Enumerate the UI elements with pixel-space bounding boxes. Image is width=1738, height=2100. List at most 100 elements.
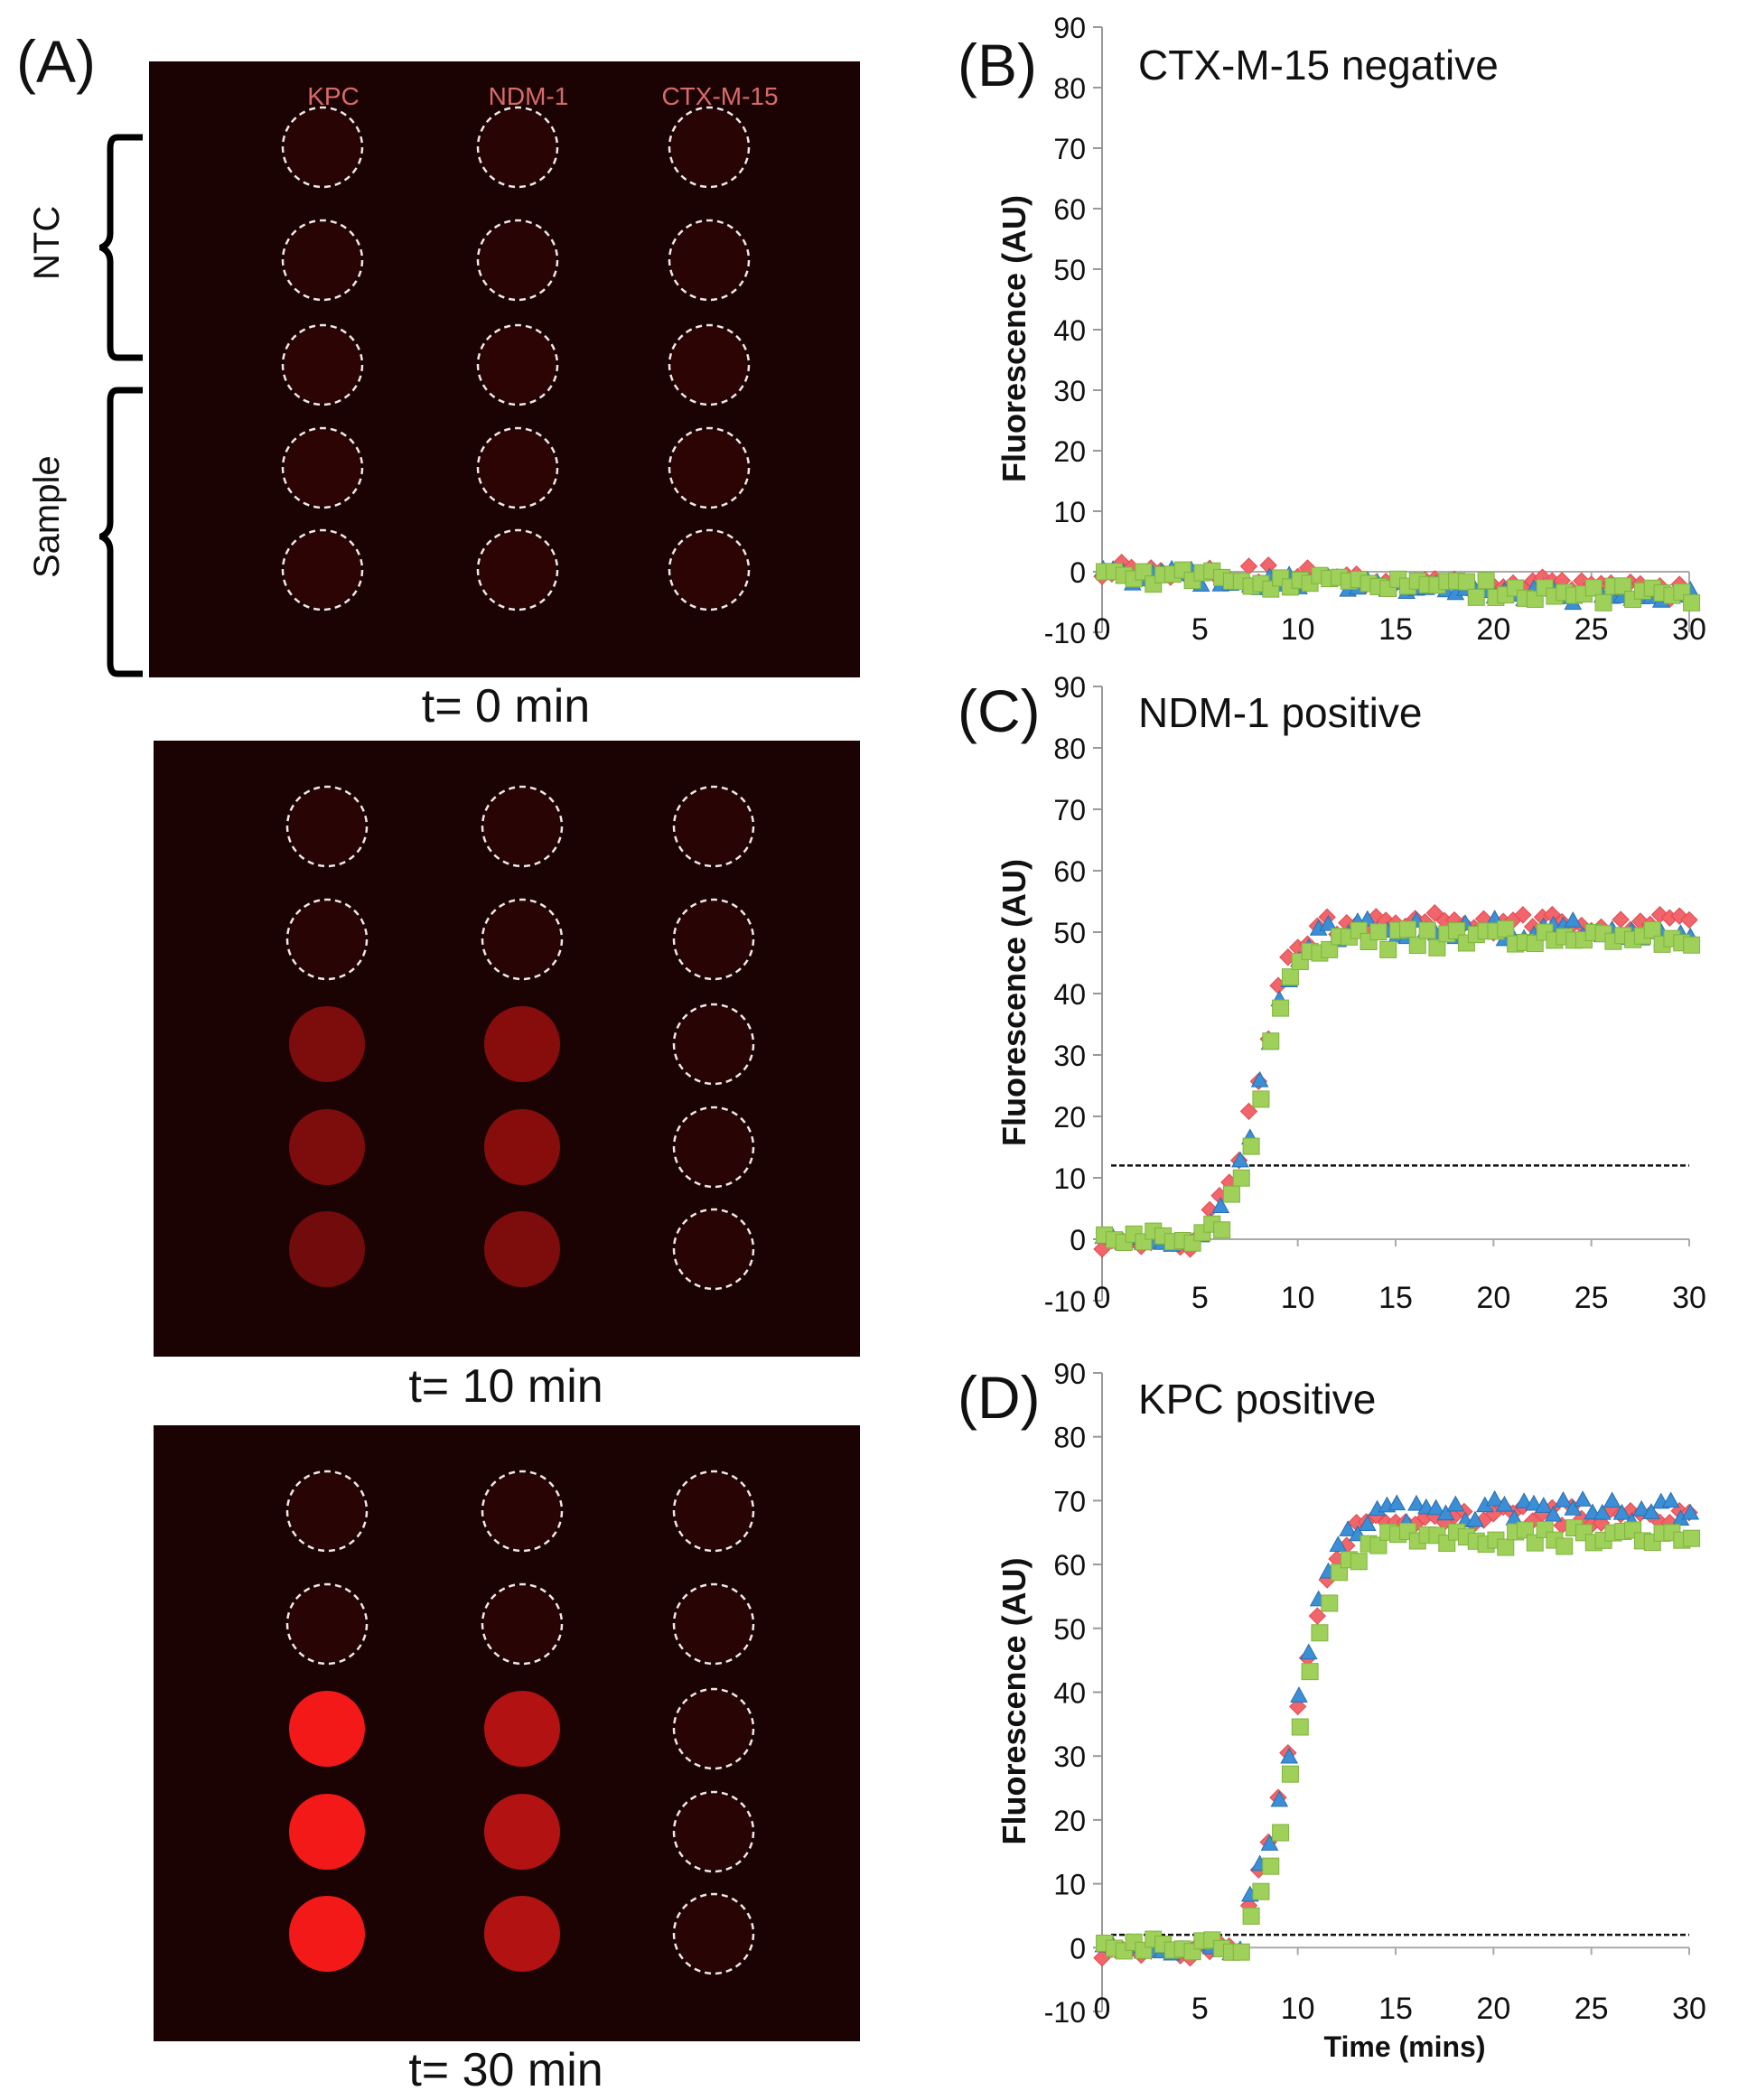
spot-outline-r4-c1 [476, 528, 559, 611]
spot-r0-c2 [676, 1473, 752, 1549]
y-tick-label: 40 [1053, 1677, 1086, 1710]
spot-r1-c2 [676, 1586, 752, 1662]
data-point [1497, 1538, 1515, 1556]
data-point [1321, 1594, 1339, 1612]
y-tick-label: 30 [1053, 375, 1086, 407]
image-panel-t30 [154, 1425, 860, 2041]
time-caption-t10: t= 10 min [408, 1360, 603, 1413]
spot-r0-c2 [676, 789, 752, 864]
data-point [1281, 1765, 1299, 1783]
series-2 [1096, 561, 1701, 611]
data-point [1514, 906, 1532, 924]
data-point [1497, 919, 1515, 938]
y-tick-label: 60 [1053, 193, 1086, 226]
data-point [1683, 936, 1701, 954]
spot-outline-r0-c0 [285, 785, 369, 868]
data-point [1612, 1503, 1631, 1520]
data-point [1428, 938, 1446, 957]
y-tick-label: 40 [1053, 978, 1086, 1011]
x-axis-label: Time (mins) [1324, 2030, 1486, 2063]
spot-r3-c1 [484, 1109, 560, 1185]
spot-outline-r1-c2 [672, 898, 755, 981]
panel-letter: (D) [958, 1364, 1041, 1431]
spot-outline-r2-c0 [281, 323, 364, 406]
spot-outline-r3-c2 [672, 1106, 755, 1189]
panel-letter: (B) [958, 32, 1037, 98]
spot-outline-r0-c2 [672, 785, 755, 868]
y-tick-label: 90 [1053, 1358, 1086, 1390]
time-caption-t30: t= 30 min [408, 2044, 603, 2096]
spot-outline-r0-c2 [668, 106, 751, 189]
data-point [1301, 1663, 1319, 1681]
data-point [1252, 1882, 1270, 1900]
y-tick-label: 90 [1053, 671, 1086, 704]
spot-outline-r2-c2 [668, 323, 751, 406]
spot-r1-c0 [289, 901, 365, 977]
data-point [1544, 1505, 1563, 1522]
y-tick-label: 20 [1053, 1101, 1086, 1134]
data-point [1446, 1495, 1465, 1512]
data-point [1281, 968, 1299, 986]
y-tick-label: 80 [1053, 72, 1086, 105]
image-panel-t0: KPC NDM-1 CTX-M-15 [149, 61, 860, 677]
series-1 [1094, 910, 1700, 1252]
y-tick-label: 40 [1053, 314, 1086, 347]
data-point [1683, 1529, 1701, 1547]
spot-outline-r1-c1 [481, 898, 564, 981]
spot-r2-c2 [676, 1006, 752, 1082]
spot-outline-r3-c0 [281, 426, 364, 509]
data-point [1594, 593, 1612, 611]
x-tick-label: 10 [1281, 612, 1315, 647]
data-point [1260, 1834, 1279, 1851]
x-tick-label: 30 [1672, 1281, 1706, 1315]
y-axis-label: Fluorescence (AU) [995, 195, 1033, 482]
data-point [1515, 1492, 1533, 1508]
spot-r1-c1 [484, 1586, 560, 1662]
spot-r4-c1 [480, 532, 556, 608]
y-tick-label: -10 [1044, 1285, 1086, 1318]
column-label-2: CTX-M-15 [661, 82, 778, 110]
x-tick-label: 20 [1476, 612, 1510, 647]
data-point [1516, 1521, 1534, 1539]
spot-r1-c1 [484, 901, 560, 977]
spot-r1-c2 [676, 901, 752, 977]
y-tick-label: 60 [1053, 1549, 1086, 1582]
y-tick-label: 0 [1070, 1932, 1086, 1965]
spot-r3-c1 [480, 430, 556, 506]
spot-r4-c0 [285, 532, 360, 608]
data-point [1495, 1495, 1514, 1512]
x-tick-label: 20 [1476, 1992, 1510, 2026]
data-point [1222, 1185, 1240, 1203]
y-tick-label: 90 [1053, 12, 1086, 44]
data-point [1525, 1494, 1543, 1511]
y-tick-label: 60 [1053, 855, 1086, 888]
x-tick-label: 25 [1574, 1281, 1609, 1315]
sample-bracket [99, 387, 143, 677]
data-point [1643, 921, 1661, 939]
series-2 [1096, 919, 1701, 1252]
chart-c: (C) NDM-1 positive -10 0 10 20 30 40 50 60 70 80 90 0… [958, 668, 1738, 1355]
spot-r4-c0 [289, 1211, 365, 1287]
sample-group-label: Sample [27, 455, 67, 578]
column-label-1: NDM-1 [489, 82, 569, 110]
data-point [1584, 579, 1603, 597]
data-point [1467, 588, 1485, 606]
data-point [1321, 940, 1339, 958]
data-point [1311, 1624, 1329, 1642]
y-tick-label: 10 [1053, 1162, 1086, 1195]
data-point [1252, 1090, 1270, 1108]
spot-outline-r2-c2 [672, 1003, 755, 1086]
y-tick-label: 50 [1053, 917, 1086, 949]
spot-r3-c0 [285, 430, 360, 506]
data-point [1299, 1643, 1318, 1660]
spot-r3-c2 [671, 430, 747, 506]
data-point [1319, 914, 1338, 931]
y-axis-label: Fluorescence (AU) [995, 1557, 1033, 1844]
image-panel-t10 [154, 741, 860, 1357]
spot-outline-r1-c0 [285, 1582, 369, 1666]
spot-outline-r3-c2 [672, 1790, 755, 1873]
y-axis-label: Fluorescence (AU) [995, 859, 1033, 1146]
spot-outline-r0-c1 [481, 785, 564, 868]
y-tick-label: 10 [1053, 496, 1086, 528]
data-point [1574, 1490, 1592, 1507]
